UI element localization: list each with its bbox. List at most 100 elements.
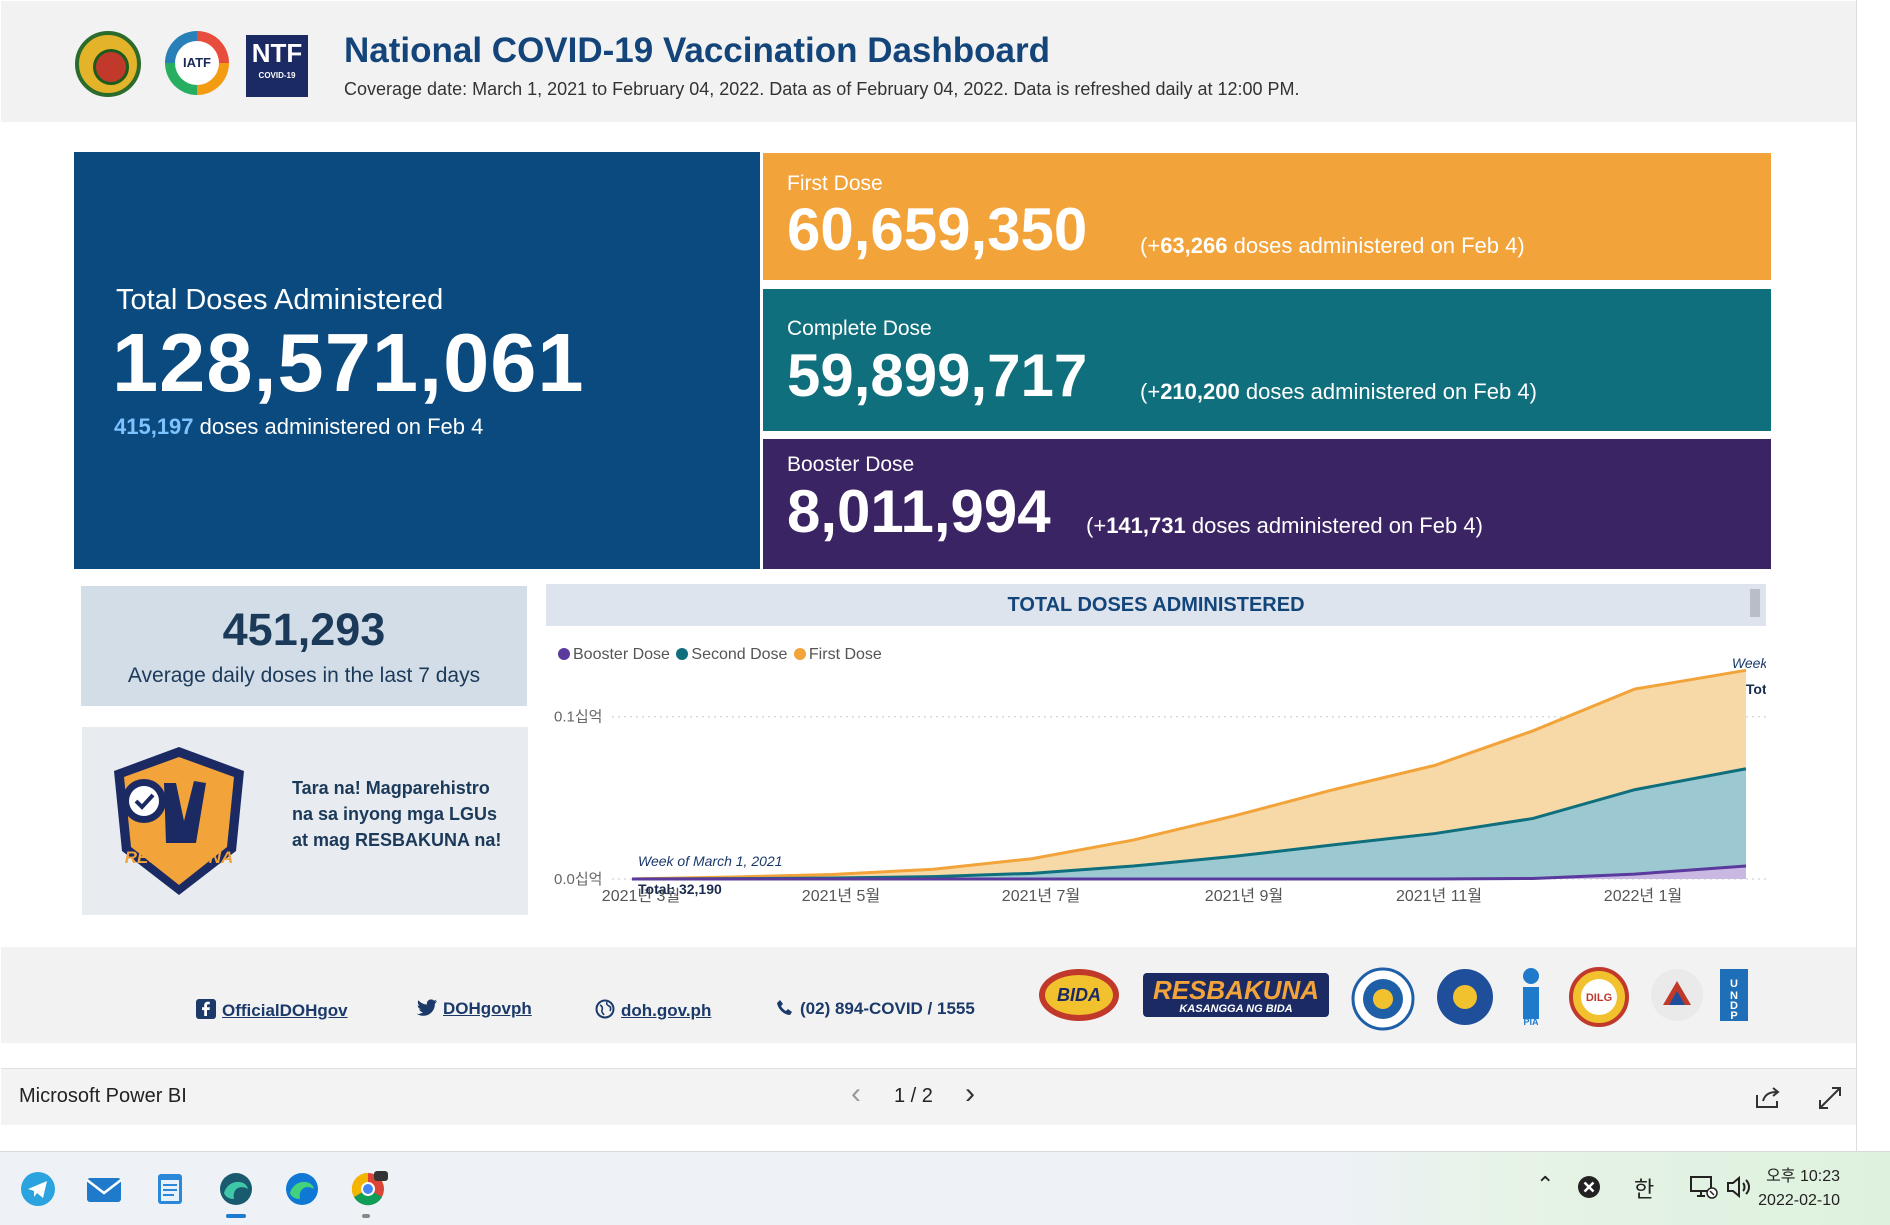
share-icon[interactable] [1753, 1083, 1783, 1113]
tooltip-week-label: Week of [1732, 655, 1766, 671]
chart-plot[interactable]: 0.0십억 0.1십억 2021년 3월 2021년 5월 2021년 7월 2021년… [546, 626, 1766, 929]
facebook-icon [196, 999, 216, 1019]
coverage-date: Coverage date: March 1, 2021 to February… [344, 79, 1300, 99]
complete-dose-label: Complete Dose [787, 317, 932, 340]
booster-dose-increase: (+141,731 doses administered on Feb 4) [1086, 513, 1483, 538]
show-hidden-icons-button[interactable]: ⌃ [1536, 1172, 1555, 1197]
first-dose-increase: (+63,266 doses administered on Feb 4) [1140, 233, 1525, 258]
twitter-link[interactable]: DOHgovph [417, 999, 532, 1019]
volume-icon[interactable] [1725, 1174, 1753, 1200]
twitter-icon [417, 999, 437, 1016]
first-dose-area[interactable] [632, 670, 1746, 879]
philippine-seal-icon [1651, 969, 1703, 1021]
booster-dose-area[interactable] [632, 865, 1746, 879]
ime-indicator[interactable]: 한 [1634, 1177, 1655, 1202]
resbakuna-logo-icon: RESBAKUNA KASANGGA NG BIDA [1143, 973, 1329, 1017]
y-tick-label: 0.0십억 [554, 871, 602, 888]
first-dose-value: 60,659,350 [787, 196, 1088, 263]
clock-date: 2022-02-10 [1758, 1192, 1840, 1209]
booster-dose-value: 8,011,994 [787, 478, 1051, 545]
svg-text:PIA: PIA [1523, 1017, 1539, 1027]
x-tick-label: 2021년 5월 [802, 887, 880, 905]
dilg-logo-icon: DILG [1569, 967, 1629, 1027]
page-indicator: 1 / 2 [894, 1085, 933, 1107]
telegram-icon[interactable] [18, 1169, 58, 1209]
legend-item-second[interactable]: Second Dose [674, 646, 787, 663]
svg-text:D: D [1730, 1000, 1738, 1012]
edge-dev-icon[interactable] [216, 1169, 256, 1209]
pia-logo-icon: PIA [1523, 968, 1539, 1027]
x-tick-label: 2021년 7월 [1002, 887, 1080, 905]
y-tick-label: 0.1십억 [554, 709, 602, 726]
tooltip-total-label: Total: [1746, 681, 1766, 697]
dashboard-header: IATF NTF COVID-19 National COVID-19 Vacci… [1, 1, 1856, 122]
globe-icon [595, 999, 615, 1019]
hotline: (02) 894-COVID / 1555 [776, 999, 975, 1019]
clock[interactable]: 오후 10:23 2022-02-10 [1758, 1165, 1840, 1213]
booster-dose-label: Booster Dose [787, 453, 915, 476]
booster-dose-line[interactable] [632, 864, 1747, 881]
chart-legend: Booster Dose Second Dose First Dose [556, 646, 882, 664]
svg-text:U: U [1730, 978, 1738, 990]
window-edge [1856, 0, 1890, 1151]
complete-dose-value: 59,899,717 [787, 342, 1088, 409]
average-daily-doses-value: 451,293 [222, 604, 386, 655]
tooltip-week-march: Week of March 1, 2021 [638, 853, 782, 869]
undp-logo-icon: U N D P [1720, 969, 1748, 1022]
average-daily-doses-label: Average daily doses in the last 7 days [127, 664, 481, 687]
legend-item-booster[interactable]: Booster Dose [556, 646, 670, 663]
svg-text:BIDA: BIDA [1057, 985, 1101, 1005]
svg-text:RESBAKUNA: RESBAKUNA [125, 848, 234, 867]
mail-icon[interactable] [84, 1169, 124, 1209]
second-dose-area[interactable] [632, 768, 1746, 879]
total-doses-chart[interactable]: TOTAL DOSES ADMINISTERED Booster Dose Se… [546, 584, 1766, 929]
notepad-icon[interactable] [150, 1169, 190, 1209]
bida-logo-icon: BIDA [1039, 969, 1119, 1021]
footer: OfficialDOHgov DOHgovph doh.gov.ph (02) … [1, 947, 1856, 1043]
total-daily-doses: 415,197 doses administered on Feb 4 [114, 414, 484, 439]
total-doses-label: Total Doses Administered [116, 284, 444, 316]
chrome-icon[interactable] [348, 1169, 388, 1209]
total-doses-card: Total Doses Administered 128,571,061 415… [74, 152, 760, 569]
edge-icon[interactable] [282, 1169, 322, 1209]
x-tick-label: 2021년 11월 [1396, 887, 1482, 905]
first-dose-card: First Dose 60,659,350 (+63,266 doses adm… [763, 153, 1771, 280]
facebook-link[interactable]: OfficialDOHgov [196, 999, 348, 1021]
x-tick-label: 2021년 9월 [1205, 887, 1283, 905]
clock-time: 오후 10:23 [1766, 1168, 1840, 1185]
x-tick-label: 2021년 3월 [602, 887, 680, 905]
website-link[interactable]: doh.gov.ph [595, 999, 711, 1021]
page-title: National COVID-19 Vaccination Dashboard [344, 31, 1050, 70]
x-tick-label: 2022년 1월 [1604, 887, 1682, 905]
svg-text:N: N [1730, 990, 1738, 1002]
presidential-seal-icon [1351, 967, 1415, 1031]
svg-text:P: P [1730, 1010, 1737, 1022]
first-dose-label: First Dose [787, 172, 883, 195]
running-app-indicator [362, 1214, 370, 1218]
powerbi-bar: Microsoft Power BI ‹ 1 / 2 › [1, 1068, 1856, 1125]
svg-text:RESBAKUNA: RESBAKUNA [1153, 975, 1319, 1005]
previous-page-button[interactable]: ‹ [851, 1077, 861, 1110]
resbakuna-promo: RESBAKUNA Tara na! Magparehistro na sa i… [82, 727, 528, 915]
complete-dose-increase: (+210,200 doses administered on Feb 4) [1140, 379, 1537, 404]
doh-seal-icon [75, 31, 141, 97]
phone-icon [777, 1000, 792, 1015]
first-dose-line[interactable] [631, 668, 1747, 881]
total-doses-value: 128,571,061 [112, 316, 585, 409]
vaccinated-badge-icon: RESBAKUNA [114, 747, 244, 895]
close-circle-icon[interactable] [1577, 1175, 1601, 1199]
svg-text:DILG: DILG [1586, 992, 1612, 1004]
average-daily-doses-card: 451,293 Average daily doses in the last … [81, 586, 527, 706]
booster-dose-card: Booster Dose 8,011,994 (+141,731 doses a… [763, 439, 1771, 569]
taskbar: ⌃ 한 오후 10:23 2022-02-10 [0, 1151, 1890, 1225]
legend-item-first[interactable]: First Dose [792, 646, 882, 663]
next-page-button[interactable]: › [965, 1077, 975, 1110]
promo-text: Tara na! Magparehistro na sa inyong mga … [292, 778, 502, 850]
fullscreen-icon[interactable] [1815, 1083, 1845, 1113]
network-icon[interactable] [1688, 1174, 1718, 1200]
iatf-logo-icon: IATF [165, 31, 229, 95]
app-name: Microsoft Power BI [19, 1085, 187, 1107]
complete-dose-card: Complete Dose 59,899,717 (+210,200 doses… [763, 289, 1771, 431]
chart-scrollbar[interactable] [1750, 589, 1760, 617]
chart-header: TOTAL DOSES ADMINISTERED [546, 584, 1766, 626]
